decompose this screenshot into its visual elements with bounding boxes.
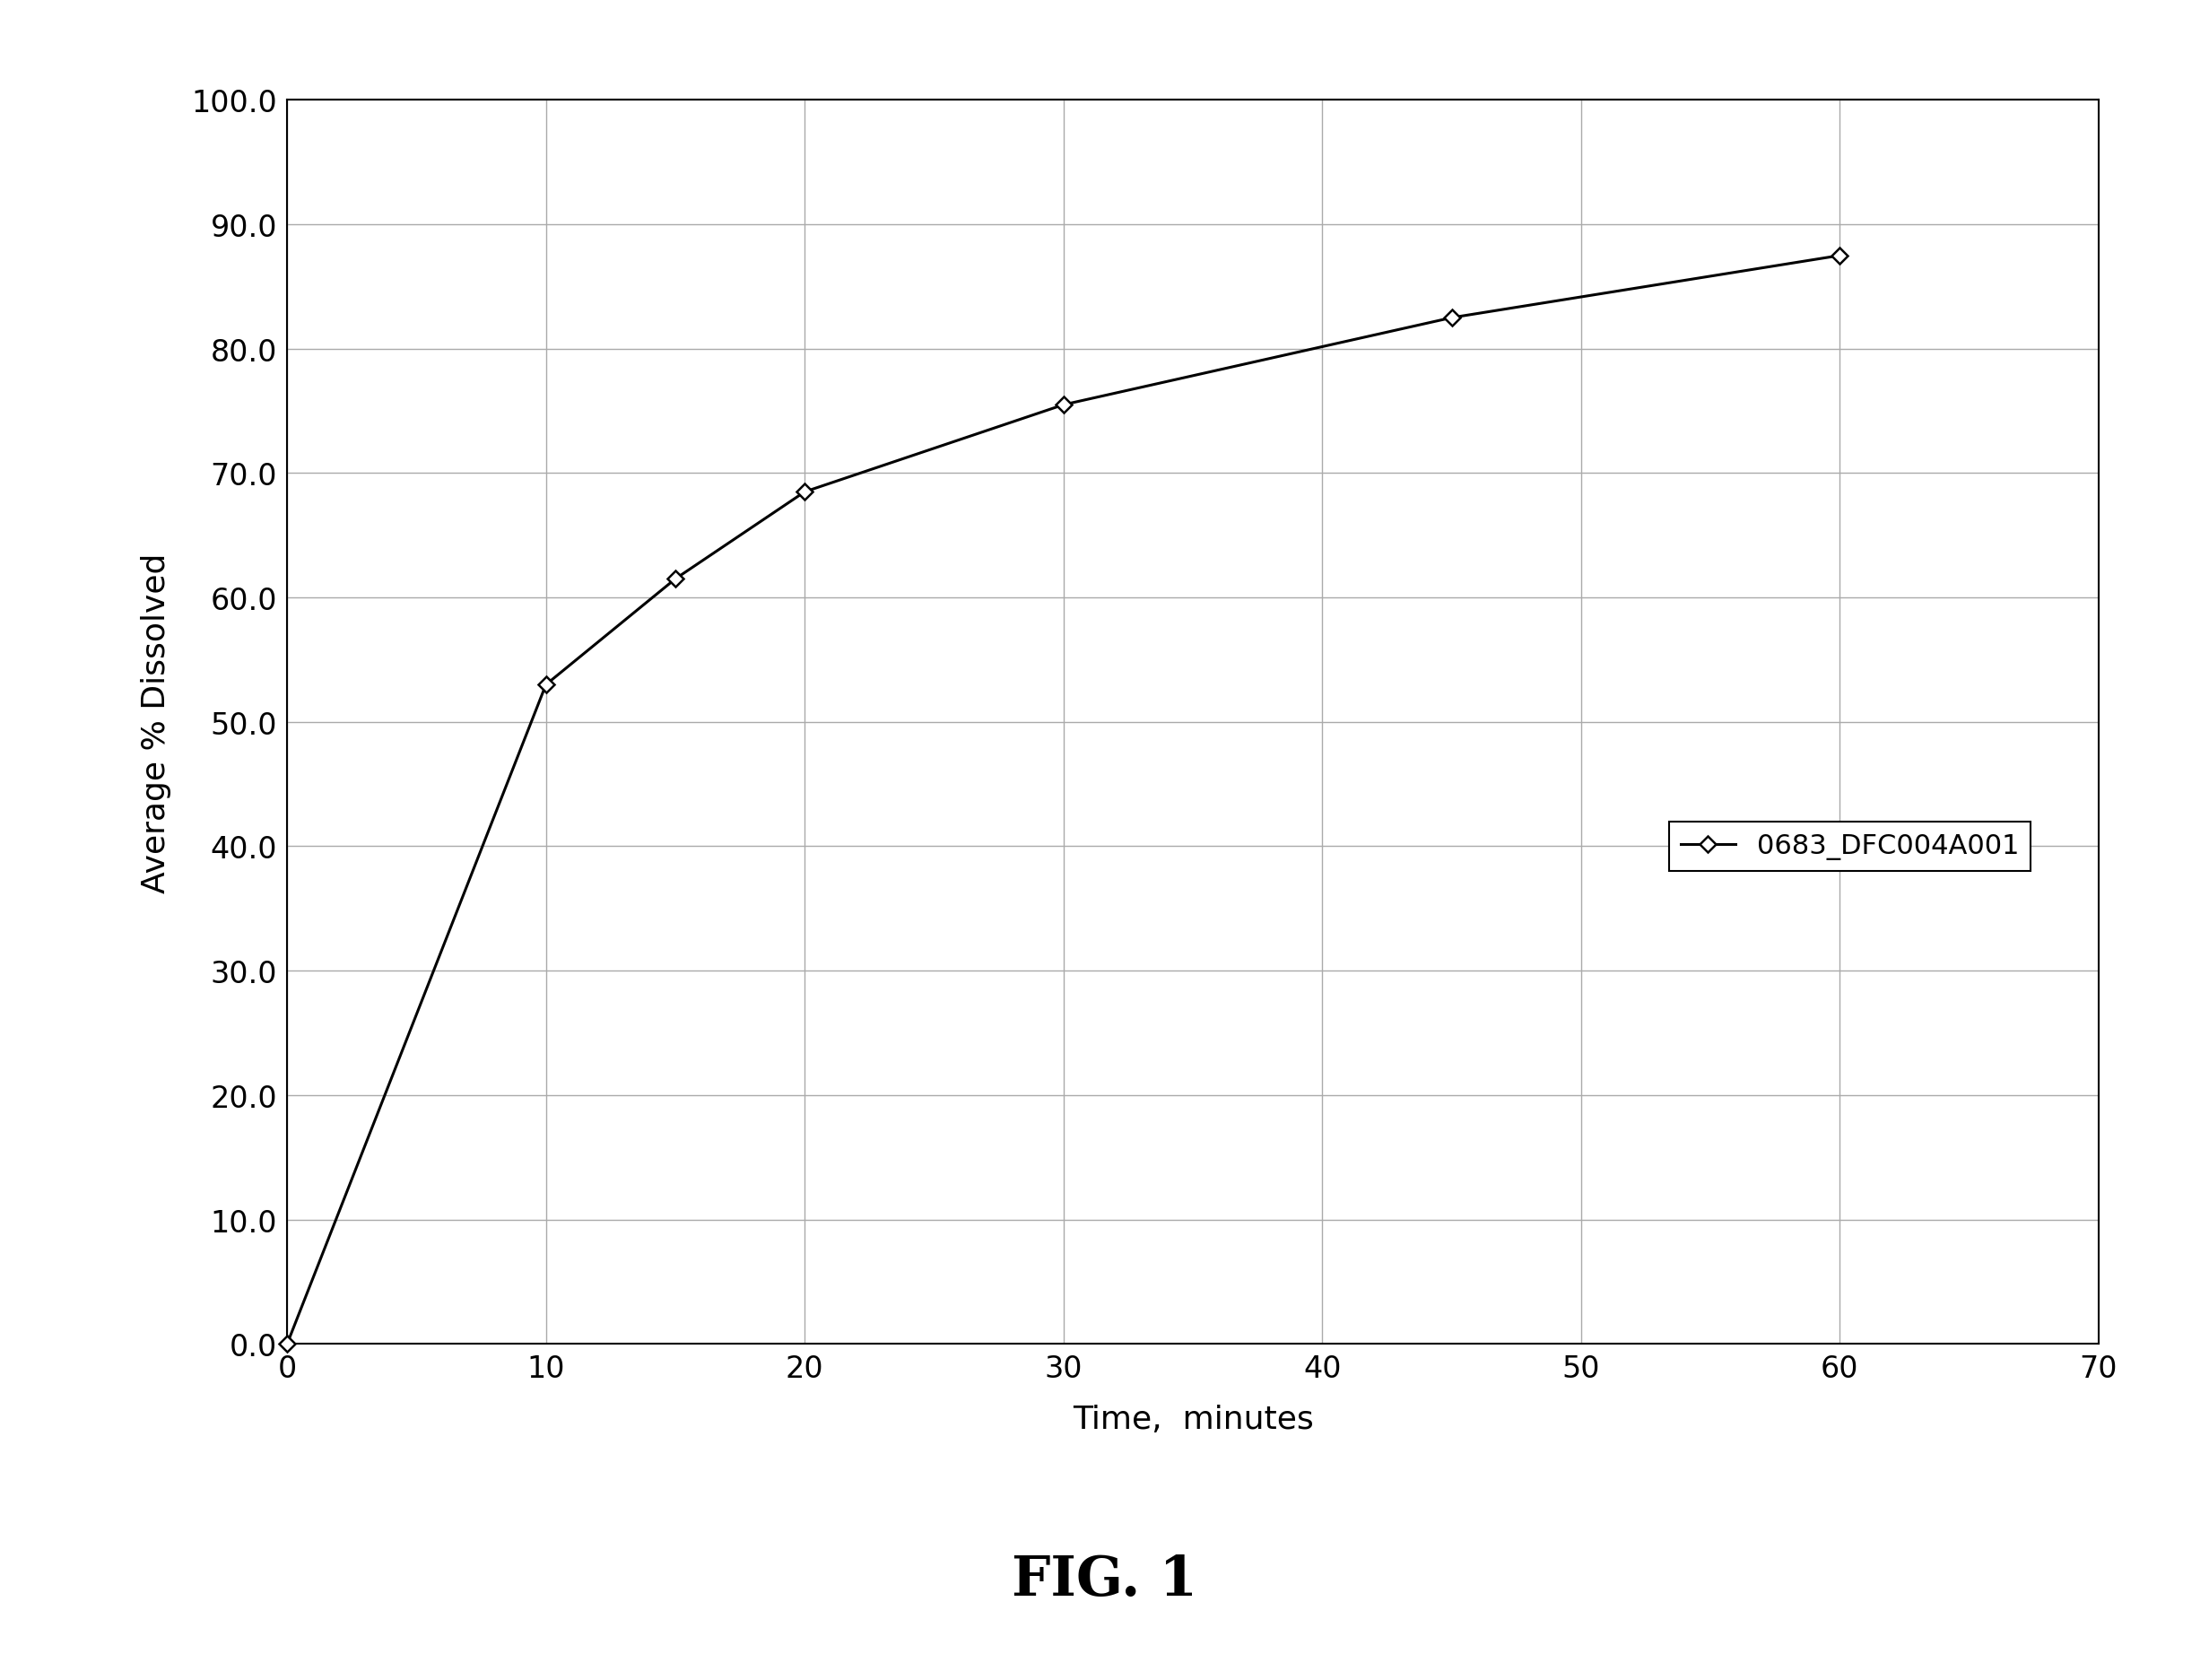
0683_DFC004A001 [663, 570, 689, 590]
Line: 0683_DFC004A001: 0683_DFC004A001 [281, 250, 1845, 1349]
0683_DFC004A001 [791, 482, 817, 502]
Legend: 0683_DFC004A001: 0683_DFC004A001 [1670, 822, 2030, 872]
0683_DFC004A001 [274, 1334, 300, 1354]
X-axis label: Time,  minutes: Time, minutes [1071, 1403, 1314, 1435]
Text: FIG. 1: FIG. 1 [1012, 1552, 1197, 1606]
0683_DFC004A001 [1049, 395, 1076, 415]
Y-axis label: Average % Dissolved: Average % Dissolved [141, 553, 172, 892]
0683_DFC004A001 [532, 675, 559, 696]
0683_DFC004A001 [1438, 309, 1465, 329]
0683_DFC004A001 [1827, 247, 1853, 267]
